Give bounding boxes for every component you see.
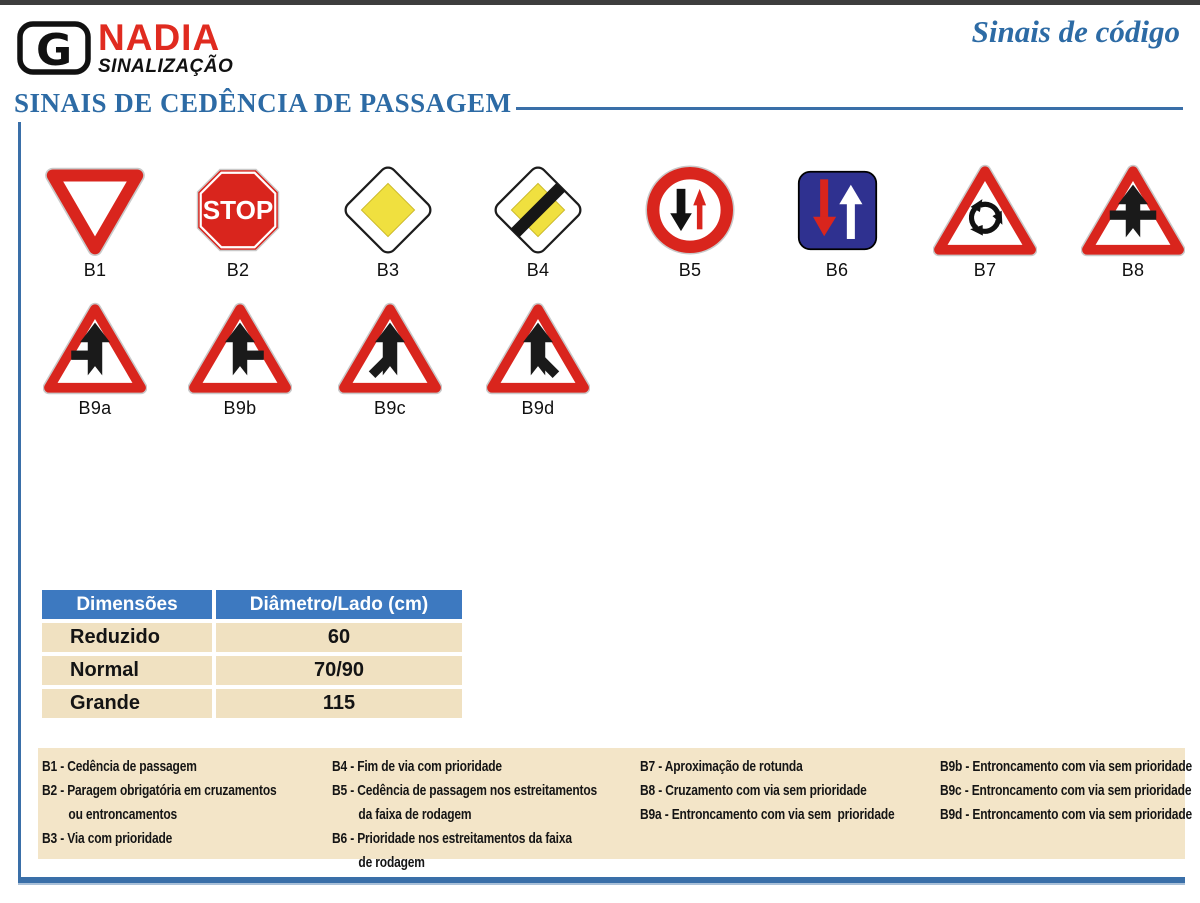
- sign-b6: B6: [767, 163, 907, 281]
- sign-b7: B7: [915, 163, 1055, 281]
- junction-diagonal-left-icon: [338, 301, 442, 395]
- legend-column-3: B7 - Aproximação de rotunda B8 - Cruzame…: [640, 755, 895, 827]
- table-row-value: 60: [216, 623, 462, 652]
- legend-entry-cont: de rodagem: [358, 854, 425, 871]
- sign-b4: B4: [468, 163, 608, 281]
- sign-b9c: B9c: [320, 301, 460, 419]
- sign-label: B4: [526, 260, 550, 280]
- legend-entry: B9a - Entroncamento com via sem priorida…: [640, 806, 895, 823]
- sign-label: B9b: [223, 398, 257, 418]
- sign-label: B2: [226, 260, 250, 280]
- legend-entry: B2 - Paragem obrigatória em cruzamentos: [42, 782, 277, 799]
- table-row-value: 70/90: [216, 656, 462, 685]
- sign-label: B8: [1121, 260, 1145, 280]
- junction-right-icon: [188, 301, 292, 395]
- table-row-label: Grande: [42, 689, 212, 718]
- legend-entry-cont: ou entroncamentos: [68, 806, 178, 823]
- legend-entry-cont: da faixa de rodagem: [358, 806, 472, 823]
- sign-b9b: B9b: [170, 301, 310, 419]
- junction-left-icon: [43, 301, 147, 395]
- table-row-value: 115: [216, 689, 462, 718]
- crossroads-priority-icon: [1081, 163, 1185, 257]
- svg-text:G: G: [36, 25, 72, 76]
- sign-label: B9c: [374, 398, 406, 418]
- sign-b9a: B9a: [25, 301, 165, 419]
- sign-label: B1: [83, 260, 107, 280]
- sign-label: B9d: [521, 398, 555, 418]
- priority-road-icon: [341, 163, 435, 257]
- end-priority-road-icon: [491, 163, 585, 257]
- sign-label: B5: [678, 260, 702, 280]
- dim-col-header: Dimensões: [42, 590, 212, 619]
- legend-entry: B1 - Cedência de passagem: [42, 758, 197, 775]
- legend-entry: B8 - Cruzamento com via sem prioridade: [640, 782, 867, 799]
- sign-b3: B3: [318, 163, 458, 281]
- sign-b5: B5: [620, 163, 760, 281]
- priority-oncoming-icon: [644, 163, 736, 257]
- legend-entry: B6 - Prioridade nos estreitamentos da fa…: [332, 830, 572, 847]
- legend-entry: B9d - Entroncamento com via sem priorida…: [940, 806, 1193, 823]
- g-logo-icon: G: [17, 21, 91, 76]
- corner-label: Sinais de código: [971, 14, 1180, 49]
- table-row-label: Reduzido: [42, 623, 212, 652]
- legend-entry: B9b - Entroncamento com via sem priorida…: [940, 758, 1193, 775]
- title-rule: [516, 107, 1183, 110]
- sign-label: B6: [825, 260, 849, 280]
- bottom-border-rule: [18, 877, 1185, 883]
- left-border-rule: [18, 122, 21, 883]
- legend-entry: B9c - Entroncamento com via sem priorida…: [940, 782, 1192, 799]
- logo: G NADIA SINALIZAÇÃO: [16, 17, 234, 78]
- page-title: SINAIS DE CEDÊNCIA DE PASSAGEM: [14, 88, 512, 118]
- legend-column-4: B9b - Entroncamento com via sem priorida…: [940, 755, 1192, 827]
- roundabout-warning-icon: [933, 163, 1037, 257]
- logo-brand: NADIA: [98, 17, 221, 58]
- legend-band: B1 - Cedência de passagem B2 - Paragem o…: [38, 748, 1192, 871]
- legend-entry: B3 - Via com prioridade: [42, 830, 173, 847]
- legend-entry: B7 - Aproximação de rotunda: [640, 758, 803, 775]
- logo-subtitle: SINALIZAÇÃO: [98, 56, 234, 77]
- sign-b9d: B9d: [468, 301, 608, 419]
- legend-column-1: B1 - Cedência de passagem B2 - Paragem o…: [42, 755, 277, 851]
- stop-sign-icon: STOP: [193, 163, 283, 257]
- table-row-label: Normal: [42, 656, 212, 685]
- sign-label: B7: [973, 260, 997, 280]
- svg-text:STOP: STOP: [203, 195, 274, 225]
- dimensions-table: Dimensões Diâmetro/Lado (cm) Reduzido 60…: [42, 590, 462, 718]
- yield-sign-icon: [42, 163, 148, 257]
- logo-text: NADIA SINALIZAÇÃO: [98, 17, 234, 78]
- sign-b8: B8: [1063, 163, 1200, 281]
- scan-top-edge: [0, 0, 1200, 5]
- legend-entry: B5 - Cedência de passagem nos estreitame…: [332, 782, 598, 799]
- legend-entry: B4 - Fim de via com prioridade: [332, 758, 502, 775]
- dim-col-header: Diâmetro/Lado (cm): [216, 590, 462, 619]
- priority-over-oncoming-icon: [793, 163, 882, 257]
- sign-label: B9a: [78, 398, 112, 418]
- sign-b2: STOP B2: [168, 163, 308, 281]
- junction-diagonal-right-icon: [486, 301, 590, 395]
- sign-b1: B1: [25, 163, 165, 281]
- sign-label: B3: [376, 260, 400, 280]
- legend-column-2: B4 - Fim de via com prioridade B5 - Cedê…: [332, 755, 597, 875]
